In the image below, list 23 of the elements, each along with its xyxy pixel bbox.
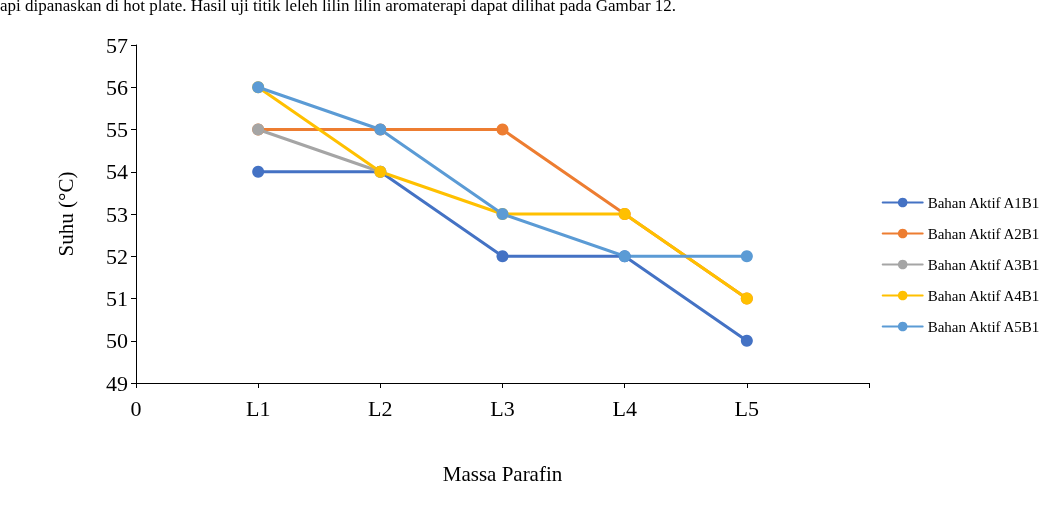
- y-tick-label: 51: [106, 286, 128, 311]
- y-tick-label: 57: [106, 32, 128, 58]
- legend-label: Bahan Aktif A5B1: [927, 318, 1040, 335]
- y-tick-label: 54: [106, 159, 128, 185]
- x-tick-label: 0: [130, 395, 142, 421]
- x-tick-label: L2: [368, 395, 393, 421]
- x-tick-label: L4: [612, 395, 637, 421]
- x-axis-title: Massa Parafin: [442, 461, 563, 486]
- legend-label: Bahan Aktif A2B1: [927, 225, 1040, 242]
- x-tick-label: L3: [490, 395, 515, 421]
- y-tick-label: 50: [106, 328, 128, 354]
- y-tick-label: 49: [106, 370, 128, 396]
- legend-label: Bahan Aktif A4B1: [927, 287, 1040, 304]
- y-axis-title: Suhu (°C): [53, 171, 78, 257]
- y-tick-label: 55: [106, 117, 128, 142]
- legend-label: Bahan Aktif A3B1: [927, 256, 1040, 273]
- legend-label: Bahan Aktif A1B1: [927, 194, 1040, 211]
- x-tick-label: L1: [245, 395, 271, 421]
- x-tick-label: L5: [734, 395, 760, 421]
- text: api dipanaskan di hot plate. Hasil uji titik leleh lilin lilin aromaterapi dapat dilihat pada Gambar 12.: [0, 0, 677, 15]
- y-tick-label: 56: [106, 74, 128, 100]
- y-tick-label: 53: [106, 201, 128, 227]
- y-tick-label: 52: [106, 243, 128, 269]
